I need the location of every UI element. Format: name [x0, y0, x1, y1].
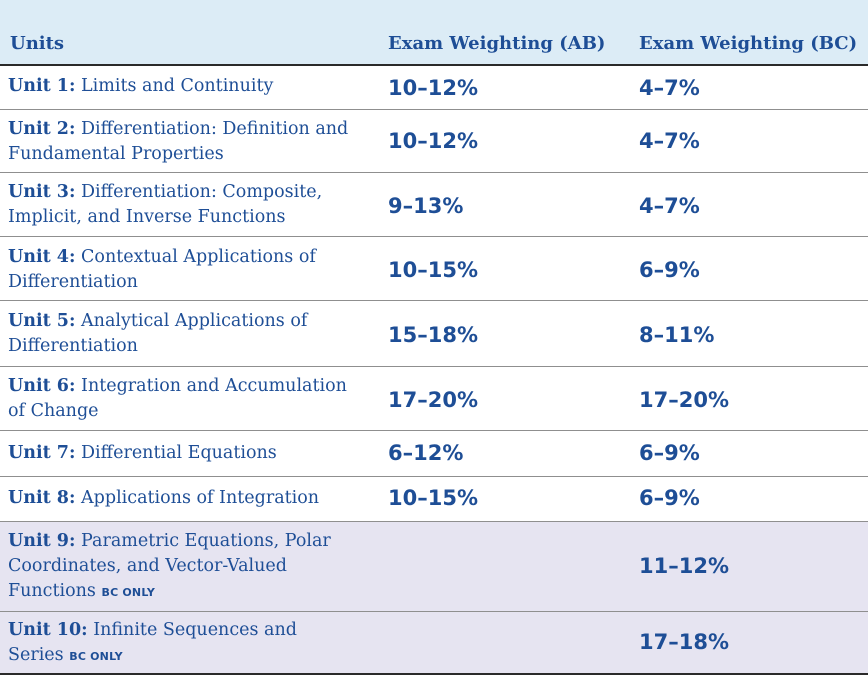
unit-title: Analytical Applications of Differentiati…: [8, 311, 308, 356]
table-row: Unit 5: Analytical Applications of Diffe…: [0, 301, 868, 367]
ab-weighting: 9–13%: [388, 194, 464, 218]
bc-weighting: 17–18%: [639, 630, 729, 654]
unit-name: Unit 10: Infinite Sequences and Series B…: [8, 618, 358, 669]
unit-name: Unit 4: Contextual Applications of Diffe…: [8, 245, 358, 295]
unit-title: Parametric Equations, Polar Coordinates,…: [8, 531, 331, 601]
table-row: Unit 1: Limits and Continuity 10–12% 4–7…: [0, 66, 868, 110]
ab-weighting: 15–18%: [388, 323, 478, 347]
unit-name: Unit 9: Parametric Equations, Polar Coor…: [8, 529, 353, 605]
table-row: Unit 8: Applications of Integration 10–1…: [0, 477, 868, 522]
bc-weighting: 17–20%: [639, 388, 729, 412]
table-row: Unit 6: Integration and Accumulation of …: [0, 367, 868, 431]
bc-weighting: 8–11%: [639, 323, 715, 347]
ab-weighting: 10–12%: [388, 76, 478, 100]
header-units: Units: [10, 33, 65, 54]
header-exam-weighting-bc: Exam Weighting (BC): [639, 33, 858, 54]
unit-title: Limits and Continuity: [81, 76, 274, 96]
bc-only-badge: BC ONLY: [69, 650, 123, 663]
table-header: Units Exam Weighting (AB) Exam Weighting…: [0, 0, 868, 66]
bc-weighting: 6–9%: [639, 441, 700, 465]
unit-title: Differentiation: Composite, Implicit, an…: [8, 182, 323, 227]
table-row: Unit 4: Contextual Applications of Diffe…: [0, 237, 868, 301]
unit-name: Unit 7: Differential Equations: [8, 441, 358, 466]
unit-number: Unit 3:: [8, 182, 76, 202]
unit-number: Unit 10:: [8, 620, 88, 640]
ab-weighting: 10–15%: [388, 258, 478, 282]
unit-name: Unit 3: Differentiation: Composite, Impl…: [8, 180, 358, 230]
unit-name: Unit 5: Analytical Applications of Diffe…: [8, 309, 358, 359]
unit-number: Unit 6:: [8, 376, 76, 396]
table-row: Unit 3: Differentiation: Composite, Impl…: [0, 173, 868, 237]
unit-title: Differential Equations: [81, 443, 277, 463]
header-exam-weighting-ab: Exam Weighting (AB): [388, 33, 606, 54]
bc-weighting: 6–9%: [639, 258, 700, 282]
table-row: Unit 7: Differential Equations 6–12% 6–9…: [0, 431, 868, 477]
table-row: Unit 9: Parametric Equations, Polar Coor…: [0, 522, 868, 612]
bc-weighting: 4–7%: [639, 194, 700, 218]
unit-number: Unit 8:: [8, 488, 76, 508]
unit-number: Unit 1:: [8, 76, 76, 96]
unit-number: Unit 9:: [8, 531, 76, 551]
ab-weighting: 6–12%: [388, 441, 464, 465]
unit-title: Integration and Accumulation of Change: [8, 376, 347, 421]
bc-only-badge: BC ONLY: [101, 586, 155, 599]
unit-title: Applications of Integration: [81, 488, 320, 508]
ab-weighting: 10–15%: [388, 486, 478, 510]
bc-weighting: 6–9%: [639, 486, 700, 510]
unit-title: Infinite Sequences and Series: [8, 620, 297, 665]
table-row: Unit 10: Infinite Sequences and Series B…: [0, 612, 868, 675]
unit-title: Contextual Applications of Differentiati…: [8, 247, 316, 292]
unit-name: Unit 2: Differentiation: Definition and …: [8, 117, 358, 167]
ab-weighting: 10–12%: [388, 129, 478, 153]
unit-name: Unit 8: Applications of Integration: [8, 486, 358, 511]
unit-number: Unit 4:: [8, 247, 76, 267]
table-row: Unit 2: Differentiation: Definition and …: [0, 110, 868, 173]
bc-weighting: 11–12%: [639, 554, 729, 578]
unit-number: Unit 5:: [8, 311, 76, 331]
unit-name: Unit 1: Limits and Continuity: [8, 74, 358, 99]
bc-weighting: 4–7%: [639, 129, 700, 153]
unit-name: Unit 6: Integration and Accumulation of …: [8, 374, 358, 424]
bc-weighting: 4–7%: [639, 76, 700, 100]
ab-weighting: 17–20%: [388, 388, 478, 412]
unit-number: Unit 2:: [8, 119, 76, 139]
unit-number: Unit 7:: [8, 443, 76, 463]
unit-title: Differentiation: Definition and Fundamen…: [8, 119, 349, 164]
